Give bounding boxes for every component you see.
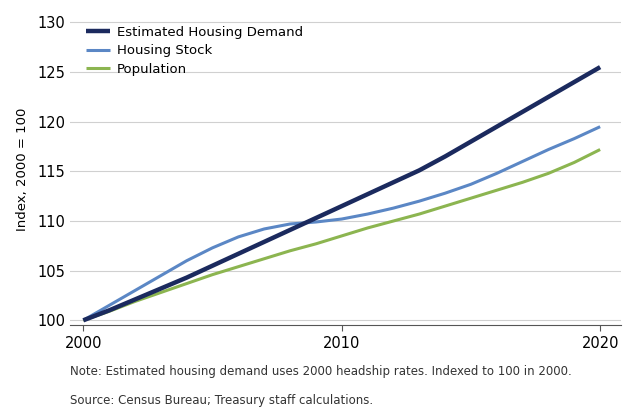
Estimated Housing Demand xyxy=(209,263,216,268)
Population xyxy=(364,226,371,231)
Housing Stock xyxy=(467,182,475,187)
Housing Stock xyxy=(338,216,346,221)
Population xyxy=(209,272,216,277)
Housing Stock xyxy=(545,147,552,152)
Line: Housing Stock: Housing Stock xyxy=(83,127,600,320)
Housing Stock xyxy=(286,221,294,226)
Housing Stock xyxy=(131,288,139,293)
Population xyxy=(570,160,578,165)
Estimated Housing Demand xyxy=(467,139,475,144)
Housing Stock xyxy=(364,211,371,216)
Legend: Estimated Housing Demand, Housing Stock, Population: Estimated Housing Demand, Housing Stock,… xyxy=(83,22,307,80)
Line: Population: Population xyxy=(83,150,600,320)
Housing Stock xyxy=(596,124,604,129)
Estimated Housing Demand xyxy=(570,80,578,85)
Estimated Housing Demand xyxy=(390,180,397,185)
Population xyxy=(157,290,164,295)
Housing Stock xyxy=(570,136,578,141)
Population xyxy=(312,241,320,246)
Housing Stock xyxy=(415,198,423,203)
Estimated Housing Demand xyxy=(157,286,164,291)
Y-axis label: Index, 2000 = 100: Index, 2000 = 100 xyxy=(16,107,29,231)
Housing Stock xyxy=(390,206,397,211)
Housing Stock xyxy=(209,245,216,250)
Estimated Housing Demand xyxy=(596,65,604,70)
Estimated Housing Demand xyxy=(493,124,500,129)
Estimated Housing Demand xyxy=(131,297,139,302)
Housing Stock xyxy=(519,159,527,164)
Estimated Housing Demand xyxy=(106,308,113,313)
Housing Stock xyxy=(79,318,87,323)
Population xyxy=(183,281,191,286)
Estimated Housing Demand xyxy=(79,318,87,323)
Population xyxy=(467,196,475,201)
Population xyxy=(260,256,268,261)
Population xyxy=(390,219,397,224)
Estimated Housing Demand xyxy=(260,239,268,244)
Population xyxy=(596,147,604,152)
Housing Stock xyxy=(260,226,268,231)
Population xyxy=(415,211,423,216)
Housing Stock xyxy=(157,273,164,278)
Housing Stock xyxy=(493,171,500,176)
Population xyxy=(519,180,527,185)
Housing Stock xyxy=(234,234,242,239)
Estimated Housing Demand xyxy=(545,94,552,99)
Population xyxy=(286,248,294,253)
Population xyxy=(441,203,449,208)
Estimated Housing Demand xyxy=(519,109,527,114)
Line: Estimated Housing Demand: Estimated Housing Demand xyxy=(83,67,600,320)
Population xyxy=(106,309,113,314)
Housing Stock xyxy=(441,191,449,196)
Population xyxy=(234,264,242,269)
Estimated Housing Demand xyxy=(234,251,242,256)
Estimated Housing Demand xyxy=(183,275,191,280)
Population xyxy=(131,299,139,304)
Housing Stock xyxy=(312,219,320,224)
Population xyxy=(338,234,346,239)
Population xyxy=(79,318,87,323)
Population xyxy=(493,188,500,193)
Estimated Housing Demand xyxy=(441,154,449,159)
Population xyxy=(545,171,552,176)
Estimated Housing Demand xyxy=(364,192,371,197)
Estimated Housing Demand xyxy=(286,227,294,232)
Estimated Housing Demand xyxy=(338,203,346,208)
Estimated Housing Demand xyxy=(312,216,320,221)
Estimated Housing Demand xyxy=(415,168,423,173)
Housing Stock xyxy=(183,258,191,263)
Housing Stock xyxy=(106,303,113,308)
Text: Note: Estimated housing demand uses 2000 headship rates. Indexed to 100 in 2000.: Note: Estimated housing demand uses 2000… xyxy=(70,365,572,378)
Text: Source: Census Bureau; Treasury staff calculations.: Source: Census Bureau; Treasury staff ca… xyxy=(70,394,374,407)
